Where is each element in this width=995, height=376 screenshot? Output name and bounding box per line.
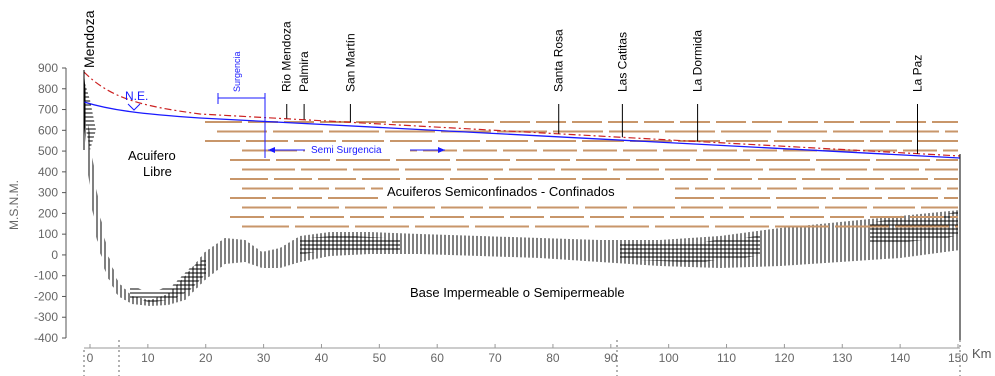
semi-surgencia-annotation: Semi Surgencia bbox=[268, 142, 445, 156]
acuifero-libre-label-1: Acuifero bbox=[128, 148, 176, 163]
y-tick-label: 300 bbox=[38, 186, 58, 200]
y-tick-label: 900 bbox=[38, 61, 58, 75]
x-tick-label: 80 bbox=[546, 351, 560, 365]
impermeable-base-label: Base Impermeable o Semipermeable bbox=[410, 285, 625, 300]
location-label: San Martín bbox=[343, 33, 357, 92]
x-tick-label: 10 bbox=[141, 351, 155, 365]
confined-aquifer-layers bbox=[205, 121, 958, 228]
x-tick-label: 40 bbox=[315, 351, 329, 365]
x-tick-label: 120 bbox=[774, 351, 794, 365]
acuifero-libre-label-2: Libre bbox=[143, 164, 172, 179]
y-tick-label: -400 bbox=[34, 331, 58, 345]
x-tick-label: 20 bbox=[199, 351, 213, 365]
x-tick-label: 130 bbox=[832, 351, 852, 365]
location-label: Santa Rosa bbox=[552, 29, 566, 92]
y-tick-label: 400 bbox=[38, 165, 58, 179]
location-label: Mendoza bbox=[81, 10, 97, 68]
y-tick-label: 700 bbox=[38, 103, 58, 117]
x-tick-label: 110 bbox=[717, 351, 736, 365]
x-axis: 0 10 20 30 40 50 60 70 80 90 100 110 120 130 140 150 Km bbox=[83, 340, 992, 376]
x-tick-label: 50 bbox=[373, 351, 387, 365]
ne-marker-icon bbox=[127, 103, 141, 111]
y-axis-label: M.S.N.M. bbox=[7, 180, 21, 230]
y-tick-label: -200 bbox=[34, 289, 58, 303]
surgencia-annotation: Surgencia bbox=[217, 51, 266, 158]
y-tick-label: 500 bbox=[38, 144, 58, 158]
x-tick-label: 90 bbox=[604, 351, 618, 365]
location-label: Las Catitas bbox=[615, 32, 629, 92]
semi-surgencia-label: Semi Surgencia bbox=[311, 145, 382, 156]
x-tick-label: 150 bbox=[948, 351, 968, 365]
x-tick-label: 30 bbox=[257, 351, 271, 365]
ne-label: N.E. bbox=[125, 89, 148, 103]
confined-aquifers-label: Acuiferos Semiconfinados - Confinados bbox=[387, 184, 615, 199]
y-tick-label: 800 bbox=[38, 82, 58, 96]
surgencia-label: Surgencia bbox=[232, 51, 242, 92]
x-tick-label: 70 bbox=[488, 351, 502, 365]
location-labels: Mendoza Rio Mendoza Palmira San Martín Santa… bbox=[81, 10, 924, 154]
y-tick-label: 600 bbox=[38, 123, 58, 137]
y-tick-label: 200 bbox=[38, 206, 58, 220]
y-axis: 900 800 700 600 500 400 300 200 100 0 -100 -200 -300… bbox=[7, 61, 67, 345]
x-tick-label: 140 bbox=[890, 351, 910, 365]
water-table-line bbox=[83, 101, 961, 159]
y-tick-group: 900 800 700 600 500 400 300 200 100 0 -100 -200 -300… bbox=[34, 61, 66, 345]
location-label: La Paz bbox=[910, 55, 924, 92]
x-tick-label: 100 bbox=[659, 351, 679, 365]
x-tick-label: 60 bbox=[431, 351, 445, 365]
ground-surface-line bbox=[83, 71, 961, 157]
location-label: Rio Mendoza bbox=[280, 21, 294, 92]
y-tick-label: 100 bbox=[38, 227, 58, 241]
y-tick-label: 0 bbox=[51, 248, 58, 262]
y-tick-label: -100 bbox=[34, 269, 58, 283]
base-hatch-horizontal bbox=[84, 80, 958, 302]
x-axis-unit: Km bbox=[972, 346, 992, 361]
location-label: La Dormida bbox=[691, 30, 705, 92]
x-tick-group: 0 10 20 30 40 50 60 70 80 90 100 110 120 130 140 150 bbox=[87, 344, 968, 365]
location-label: Palmira bbox=[297, 51, 311, 92]
impermeable-base bbox=[84, 72, 960, 306]
x-tick-label: 0 bbox=[87, 351, 94, 365]
y-tick-label: -300 bbox=[34, 310, 58, 324]
